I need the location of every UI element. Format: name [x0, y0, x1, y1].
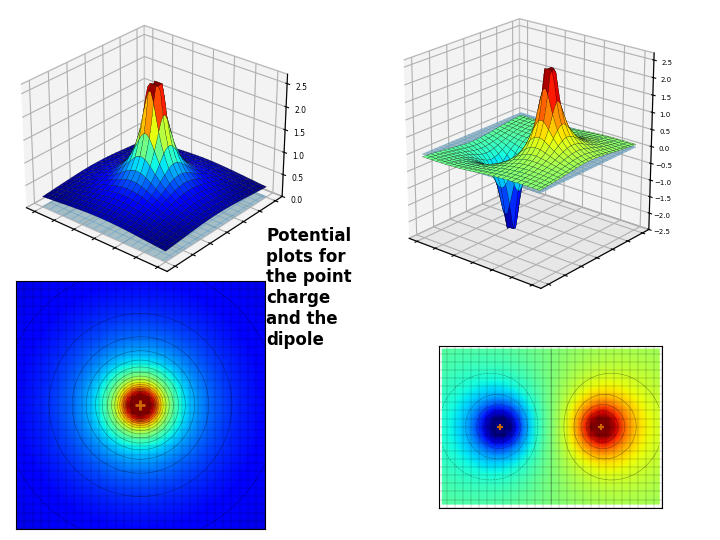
- Text: Potential
plots for
the point
charge
and the
dipole: Potential plots for the point charge and…: [266, 227, 352, 349]
